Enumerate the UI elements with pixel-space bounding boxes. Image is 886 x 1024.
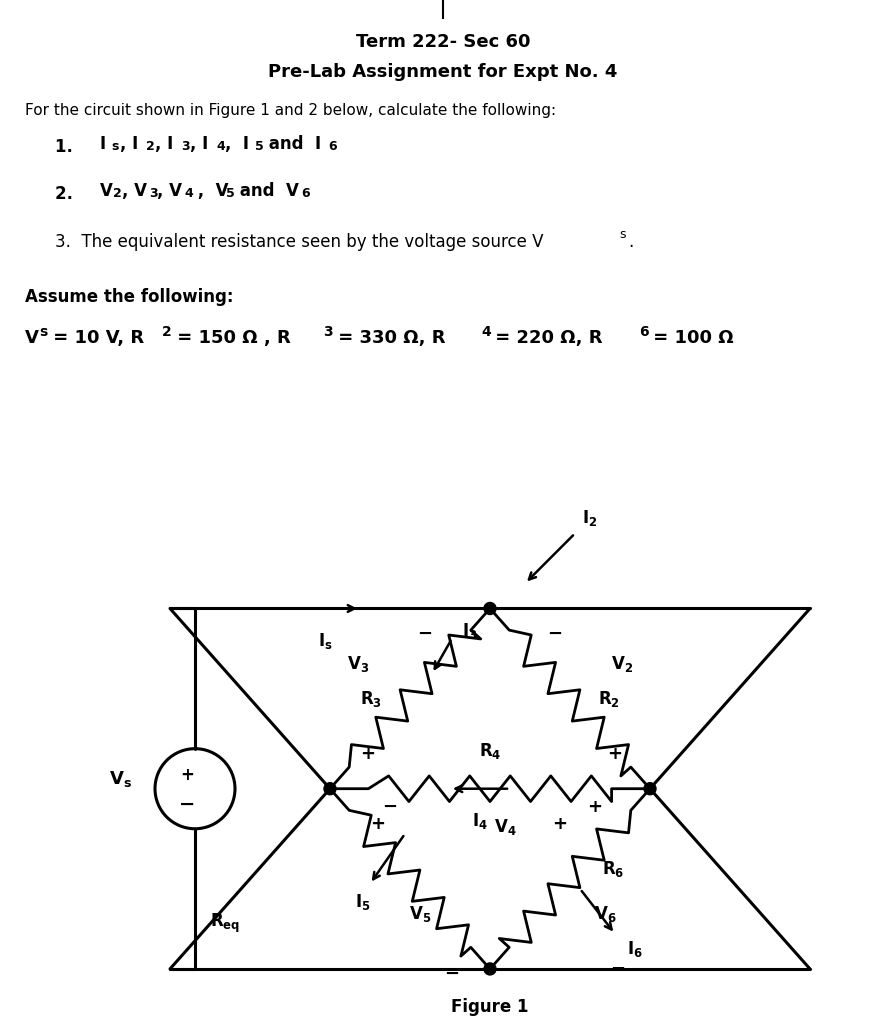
- Text: Assume the following:: Assume the following:: [25, 289, 234, 306]
- Text: $\mathbf{I_2}$: $\mathbf{I_2}$: [582, 508, 598, 528]
- Text: ,  V: , V: [192, 182, 229, 201]
- Text: $\mathbf{R_4}$: $\mathbf{R_4}$: [478, 740, 501, 761]
- Text: = 330 Ω, R: = 330 Ω, R: [332, 329, 446, 346]
- Text: $\mathbf{R_2}$: $\mathbf{R_2}$: [598, 688, 620, 709]
- Text: Term 222- Sec 60: Term 222- Sec 60: [356, 33, 530, 51]
- Text: = 10 V, R: = 10 V, R: [47, 329, 144, 346]
- Text: = 100 Ω: = 100 Ω: [647, 329, 734, 346]
- Text: $\mathbf{R_3}$: $\mathbf{R_3}$: [360, 688, 382, 709]
- Text: 4: 4: [184, 187, 193, 201]
- Text: Pre-Lab Assignment for Expt No. 4: Pre-Lab Assignment for Expt No. 4: [268, 63, 618, 81]
- Text: 4: 4: [216, 140, 225, 154]
- Text: For the circuit shown in Figure 1 and 2 below, calculate the following:: For the circuit shown in Figure 1 and 2 …: [25, 103, 556, 118]
- Text: 3: 3: [181, 140, 190, 154]
- Text: +: +: [180, 766, 194, 783]
- Text: 2: 2: [146, 140, 155, 154]
- Text: 2.: 2.: [55, 185, 84, 204]
- Text: .: .: [628, 233, 633, 251]
- Text: $\mathbf{I_6}$: $\mathbf{I_6}$: [627, 939, 643, 958]
- Circle shape: [484, 963, 496, 975]
- Text: $\mathbf{V_4}$: $\mathbf{V_4}$: [494, 817, 517, 837]
- Text: $\mathbf{I_s}$: $\mathbf{I_s}$: [318, 631, 332, 650]
- Text: , I: , I: [155, 135, 174, 154]
- Text: 3: 3: [323, 325, 332, 339]
- Text: V: V: [100, 182, 113, 201]
- Text: 6: 6: [639, 325, 649, 339]
- Text: $\mathbf{V_5}$: $\mathbf{V_5}$: [408, 904, 431, 924]
- Text: −: −: [417, 625, 432, 642]
- Text: s: s: [111, 140, 119, 154]
- Text: 5: 5: [255, 140, 264, 154]
- Text: V: V: [25, 329, 39, 346]
- Text: 4: 4: [481, 325, 491, 339]
- Text: 5: 5: [226, 187, 235, 201]
- Text: −: −: [445, 965, 460, 983]
- Circle shape: [644, 782, 656, 795]
- Text: and  I: and I: [263, 135, 321, 154]
- Text: 6: 6: [301, 187, 309, 201]
- Text: $\mathbf{R_{eq}}$: $\mathbf{R_{eq}}$: [210, 912, 240, 936]
- Text: 1.: 1.: [55, 138, 84, 157]
- Text: −: −: [548, 625, 563, 642]
- Text: −: −: [610, 959, 626, 978]
- Text: $\mathbf{I_5}$: $\mathbf{I_5}$: [355, 892, 371, 911]
- Text: and  V: and V: [234, 182, 299, 201]
- Text: +: +: [370, 815, 385, 833]
- Text: s: s: [619, 228, 626, 242]
- Text: $\mathbf{V_2}$: $\mathbf{V_2}$: [611, 653, 633, 674]
- Text: = 150 Ω , R: = 150 Ω , R: [171, 329, 291, 346]
- Text: I: I: [100, 135, 106, 154]
- Text: 3: 3: [149, 187, 158, 201]
- Text: ,  I: , I: [225, 135, 249, 154]
- Text: $\mathbf{R_6}$: $\mathbf{R_6}$: [602, 859, 625, 879]
- Text: Figure 1: Figure 1: [451, 998, 529, 1016]
- Circle shape: [324, 782, 336, 795]
- Text: +: +: [361, 744, 376, 763]
- Text: , I: , I: [120, 135, 138, 154]
- Text: $\mathbf{I_3}$: $\mathbf{I_3}$: [462, 621, 478, 640]
- Text: , V: , V: [157, 182, 182, 201]
- Text: −: −: [383, 798, 398, 816]
- Text: = 220 Ω, R: = 220 Ω, R: [489, 329, 602, 346]
- Circle shape: [484, 602, 496, 614]
- Text: 3.  The equivalent resistance seen by the voltage source V: 3. The equivalent resistance seen by the…: [55, 233, 543, 251]
- Text: $\mathbf{V_6}$: $\mathbf{V_6}$: [594, 904, 617, 924]
- Text: $\mathbf{V_s}$: $\mathbf{V_s}$: [108, 769, 131, 788]
- Text: , I: , I: [190, 135, 208, 154]
- Text: $\mathbf{V_3}$: $\mathbf{V_3}$: [347, 653, 369, 674]
- Text: $\mathbf{I_4}$: $\mathbf{I_4}$: [472, 811, 488, 830]
- Text: +: +: [587, 798, 602, 816]
- Text: +: +: [553, 815, 568, 833]
- Text: , V: , V: [122, 182, 147, 201]
- Text: 2: 2: [113, 187, 121, 201]
- Text: +: +: [608, 744, 623, 763]
- Text: −: −: [179, 796, 195, 814]
- Text: 2: 2: [162, 325, 172, 339]
- Text: s: s: [39, 325, 47, 339]
- Text: 6: 6: [328, 140, 337, 154]
